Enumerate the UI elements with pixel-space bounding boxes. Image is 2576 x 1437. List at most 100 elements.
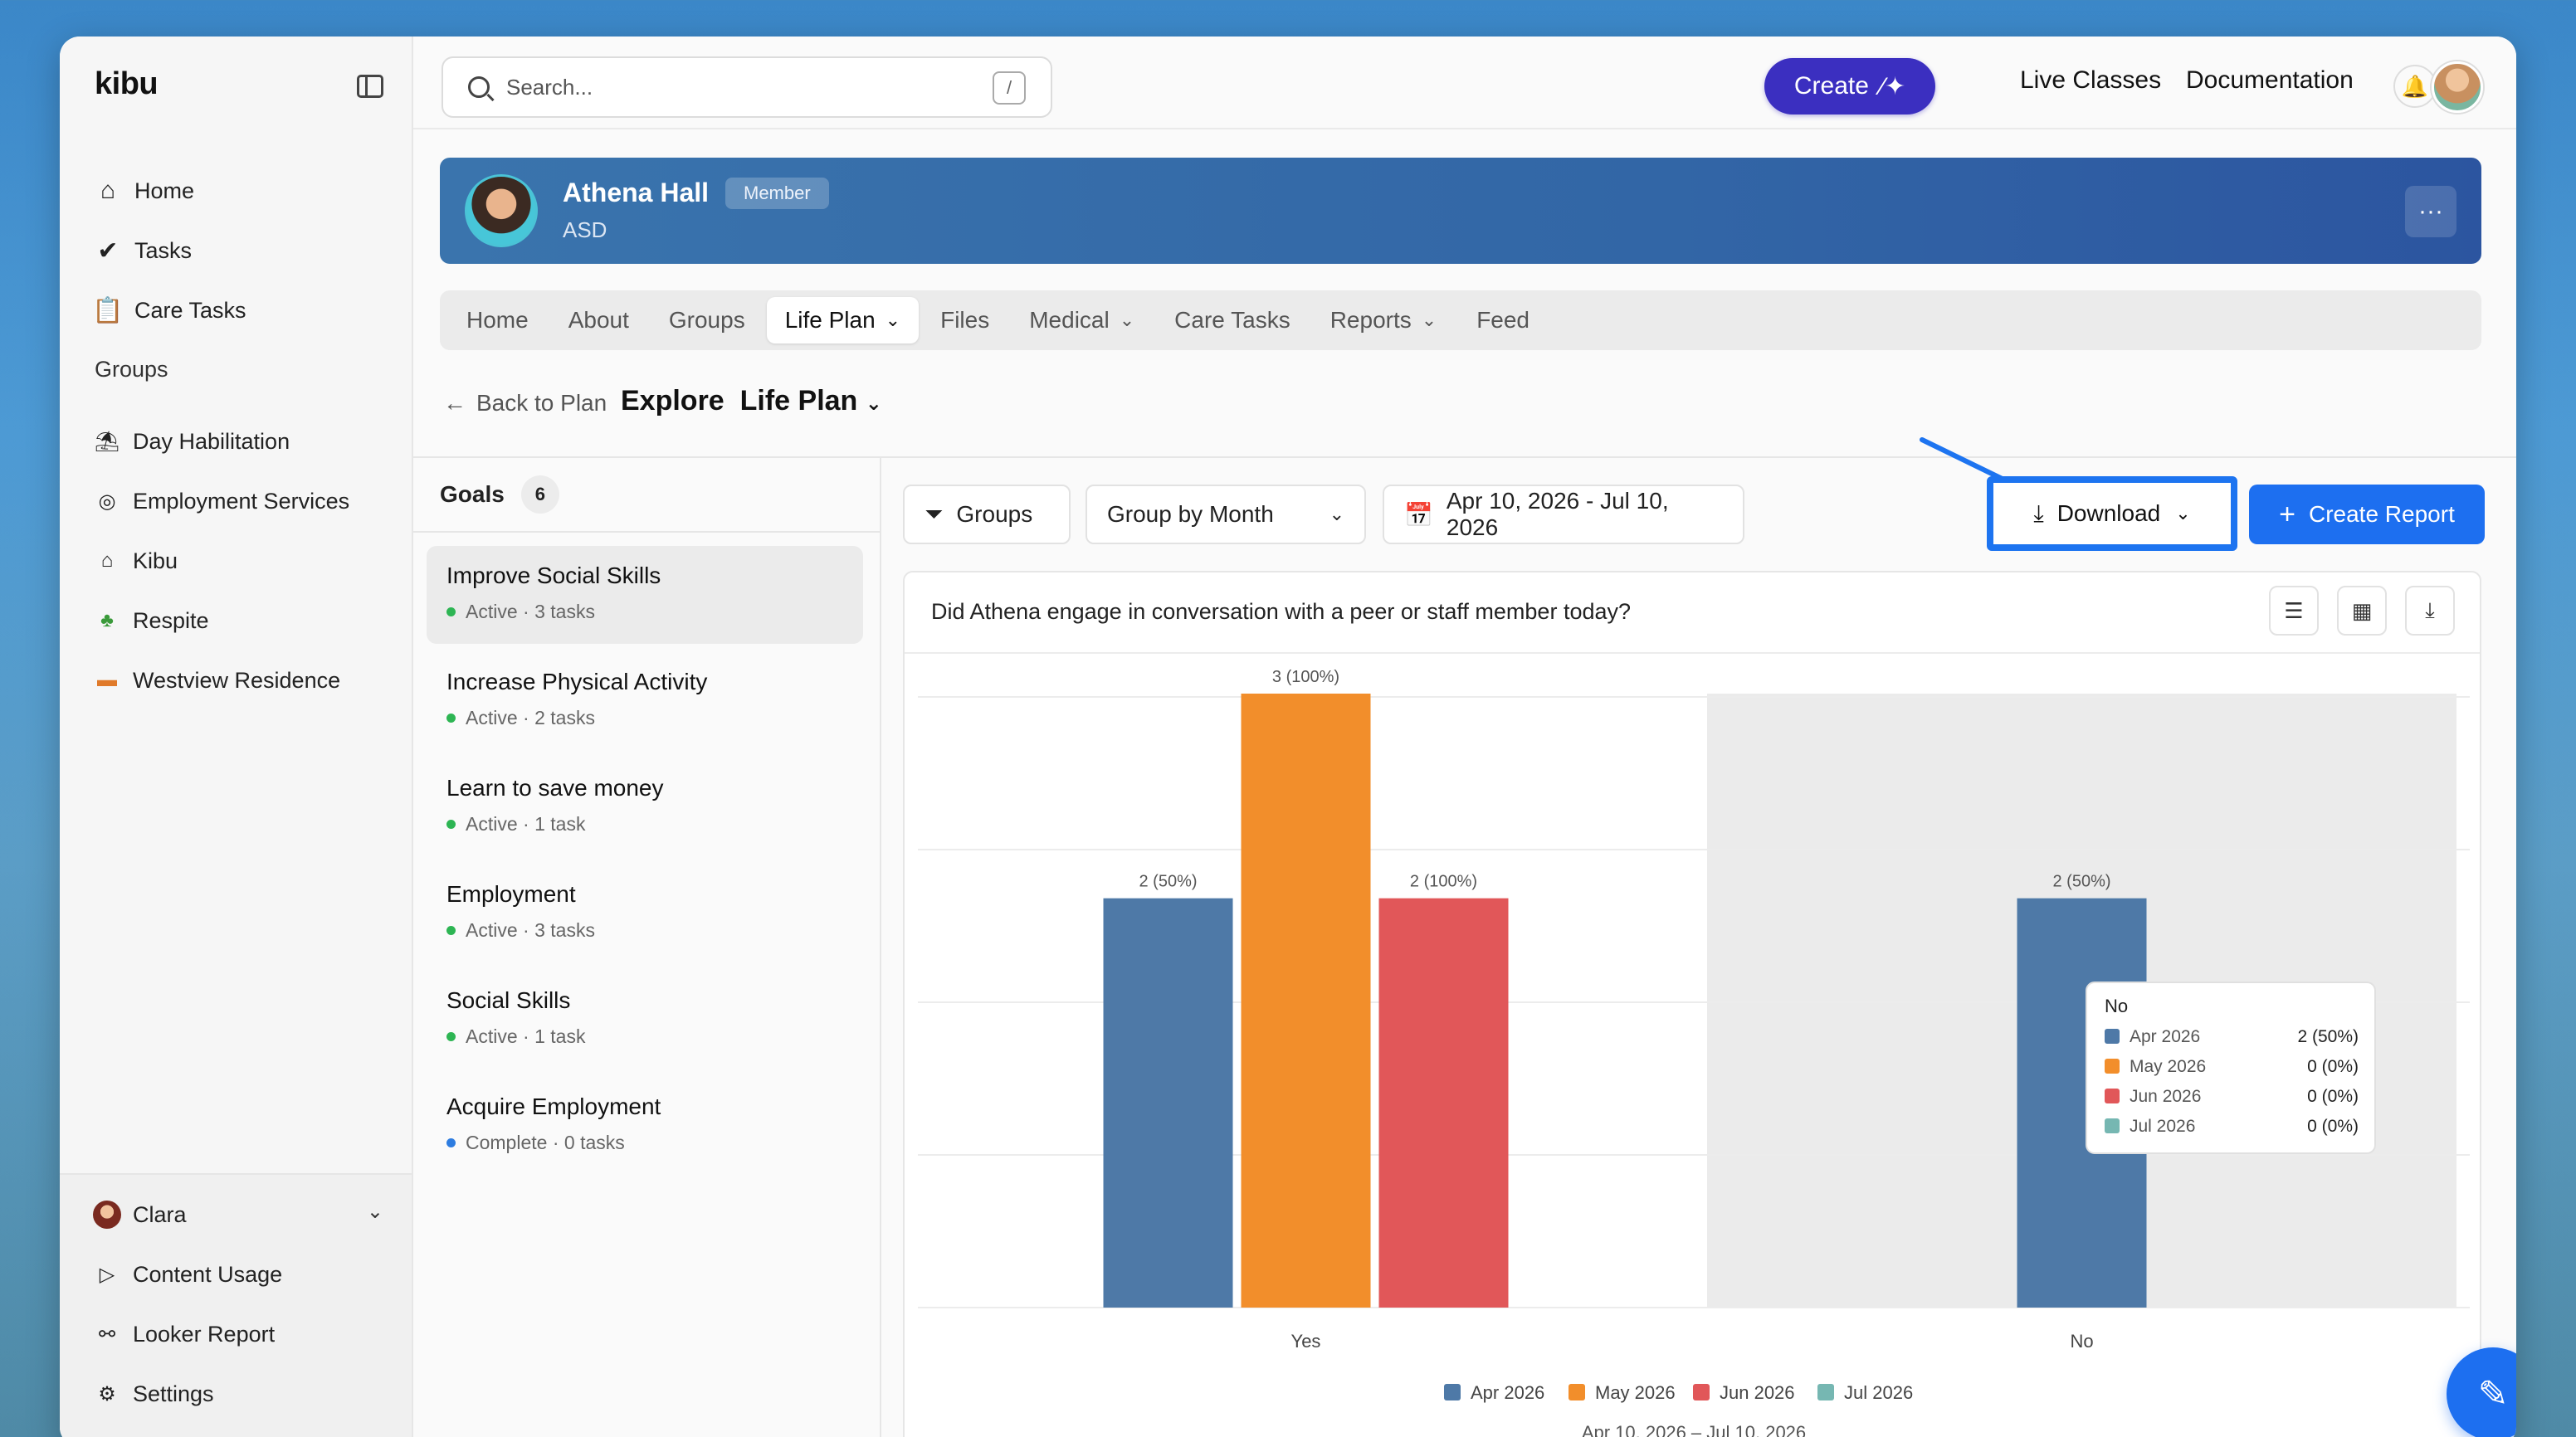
tooltip-swatch [2105, 1029, 2120, 1044]
avatar [465, 174, 538, 247]
goal-status: Active · 3 tasks [446, 919, 843, 942]
data-label: 2 (100%) [1410, 873, 1477, 891]
nav-item-home[interactable]: ⌂ Home [93, 169, 194, 212]
search-placeholder: Search... [506, 74, 593, 100]
divider [905, 652, 2480, 654]
legend-swatch [1569, 1384, 1585, 1400]
page-title[interactable]: Explore Life Plan ⌄ [621, 385, 882, 417]
nav-item-label: Care Tasks [134, 297, 246, 323]
tab-about[interactable]: About [550, 297, 647, 343]
tooltip-value: 0 (0%) [2307, 1057, 2359, 1076]
nav-item-content-usage[interactable]: ▷ Content Usage [93, 1253, 282, 1296]
goal-title: Improve Social Skills [446, 563, 661, 588]
avatar[interactable] [2432, 61, 2483, 113]
bar [1378, 898, 1509, 1308]
nav-item-care-tasks[interactable]: 📋 Care Tasks [92, 289, 246, 332]
tab-label: Groups [668, 307, 745, 333]
goal-item[interactable]: Improve Social Skills Active · 3 tasks [427, 546, 863, 644]
date-range-value: Apr 10, 2026 - Jul 10, 2026 [1446, 488, 1669, 540]
bar [1241, 694, 1371, 1308]
group-item-respite[interactable]: ♣ Respite [93, 599, 208, 642]
legend-swatch [1817, 1384, 1834, 1400]
tab-groups[interactable]: Groups [651, 297, 764, 343]
group-item-kibu[interactable]: ⌂ Kibu [93, 539, 178, 582]
goal-title: Increase Physical Activity [446, 669, 708, 694]
profile-subtitle: ASD [563, 217, 607, 242]
home-icon: ⌂ [100, 177, 116, 204]
profile-name: Athena Hall [563, 178, 710, 207]
bar [1103, 898, 1233, 1308]
status-dot [446, 1138, 456, 1147]
search-input[interactable]: Search... / [442, 56, 1052, 118]
nav-item-settings[interactable]: ⚙ Settings [93, 1372, 213, 1415]
app-logo[interactable]: kibu [95, 66, 159, 101]
goal-item[interactable]: Learn to save money Active · 1 task [427, 758, 863, 856]
bell-icon[interactable]: 🔔 [2393, 65, 2437, 108]
sunset-icon: ▬ [97, 669, 117, 691]
tab-care-tasks[interactable]: Care Tasks [1156, 297, 1309, 343]
goal-status-text: Active [466, 1025, 518, 1047]
sidebar-toggle-icon[interactable] [357, 75, 383, 98]
tooltip-series: May 2026 [2130, 1057, 2206, 1076]
tooltip-box [2086, 982, 2376, 1154]
goal-status-text: Active [466, 813, 518, 835]
profile-banner: Athena Hall Member ASD ··· [440, 158, 2481, 264]
create-button[interactable]: Create ⁄✦ [1764, 58, 1935, 114]
goal-title: Learn to save money [446, 775, 664, 801]
tab-feed[interactable]: Feed [1458, 297, 1548, 343]
status-dot [446, 926, 456, 935]
status-dot [446, 820, 456, 829]
download-button[interactable]: ⤓ Download ⌄ [1987, 476, 2237, 551]
tab-files[interactable]: Files [922, 297, 1007, 343]
group-item-westview-residence[interactable]: ▬ Westview Residence [93, 659, 340, 702]
documentation-link[interactable]: Documentation [2186, 66, 2354, 94]
tab-medical[interactable]: Medical ⌄ [1011, 297, 1153, 343]
tab-reports[interactable]: Reports ⌄ [1312, 297, 1455, 343]
tab-label: Home [466, 307, 529, 333]
goal-item[interactable]: Increase Physical Activity Active · 2 ta… [427, 652, 863, 750]
sliders-icon[interactable]: ☰ [2269, 586, 2319, 636]
x-tick-label: Yes [1291, 1331, 1321, 1352]
compose-button[interactable]: ✎ [2447, 1347, 2516, 1437]
user-switcher[interactable]: Clara [93, 1193, 187, 1236]
create-report-button[interactable]: + Create Report [2249, 485, 2485, 544]
chart-card: Did Athena engage in conversation with a… [903, 571, 2481, 1437]
group-label: Employment Services [133, 488, 350, 514]
palm-tree-icon: ♣ [100, 609, 114, 631]
groups-filter-button[interactable]: ⏷ Groups [903, 485, 1071, 544]
goals-header: Goals 6 [413, 458, 880, 533]
date-range-picker[interactable]: 📅 Apr 10, 2026 - Jul 10, 2026 [1383, 485, 1744, 544]
tooltip-swatch [2105, 1089, 2120, 1103]
legend-label: Jun 2026 [1720, 1382, 1795, 1403]
nav-item-looker-report[interactable]: ⚯ Looker Report [93, 1313, 275, 1356]
tooltip-value: 0 (0%) [2307, 1117, 2359, 1136]
chart-tools: ☰ ▦ ⤓ [2269, 586, 2455, 636]
create-report-label: Create Report [2308, 501, 2455, 527]
nav-item-label: Looker Report [133, 1321, 276, 1347]
goal-item[interactable]: Employment Active · 3 tasks [427, 865, 863, 962]
nav-item-label: Content Usage [133, 1261, 283, 1287]
back-to-plan-link[interactable]: ← Back to Plan [443, 390, 607, 416]
tab-label: About [568, 307, 629, 333]
more-options-button[interactable]: ··· [2405, 186, 2456, 237]
goal-item[interactable]: Social Skills Active · 1 task [427, 971, 863, 1069]
tab-home[interactable]: Home [448, 297, 547, 343]
group-item-day-habilitation[interactable]: ⛱ Day Habilitation [93, 420, 290, 463]
chevron-down-icon: ⌄ [1329, 504, 1344, 524]
tooltip-swatch [2105, 1118, 2120, 1133]
tab-label: Files [940, 307, 990, 333]
tooltip-swatch [2105, 1059, 2120, 1074]
chevron-down-icon[interactable]: ⌄ [366, 1201, 383, 1223]
download-icon[interactable]: ⤓ [2405, 586, 2455, 636]
tab-life-plan[interactable]: Life Plan ⌄ [766, 297, 920, 343]
goal-item[interactable]: Acquire Employment Complete · 0 tasks [427, 1077, 863, 1175]
app-window: kibu ⌂ Home ✔ Tasks 📋 Care Tasks Groups … [60, 37, 2516, 1437]
group-by-select[interactable]: Group by Month ⌄ [1086, 485, 1366, 544]
goal-status: Complete · 0 tasks [446, 1132, 843, 1154]
group-item-employment-services[interactable]: ◎ Employment Services [93, 480, 350, 523]
live-classes-link[interactable]: Live Classes [2020, 66, 2162, 94]
table-icon[interactable]: ▦ [2337, 586, 2387, 636]
nav-item-label: Home [134, 178, 195, 203]
nav-item-tasks[interactable]: ✔ Tasks [93, 229, 192, 272]
